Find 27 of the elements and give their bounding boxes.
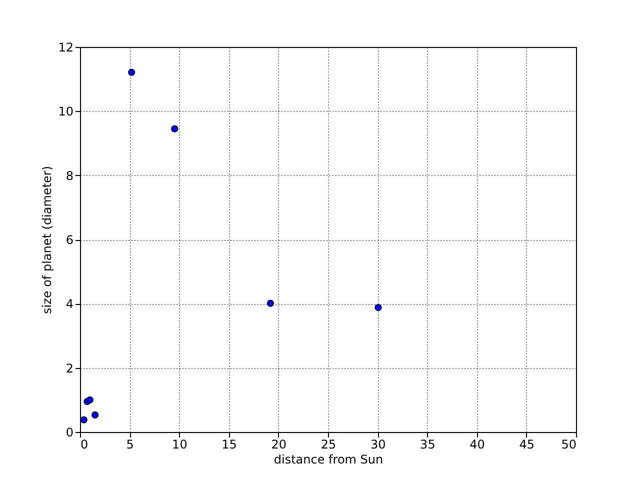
y-tick-label: 6 bbox=[66, 233, 74, 247]
x-tick-label: 40 bbox=[470, 438, 485, 452]
y-axis-title: size of planet (diameter) bbox=[40, 166, 54, 314]
point bbox=[80, 416, 88, 424]
point bbox=[374, 304, 382, 312]
x-tick-label: 20 bbox=[271, 438, 287, 452]
x-tick-label: 30 bbox=[370, 438, 386, 452]
point bbox=[86, 396, 94, 404]
y-tick-label: 0 bbox=[66, 426, 74, 440]
point bbox=[171, 125, 178, 132]
x-axis-title: distance from Sun bbox=[274, 452, 384, 466]
x-tick-label: 25 bbox=[320, 438, 336, 452]
x-tick-label: 15 bbox=[222, 438, 237, 452]
point bbox=[92, 411, 99, 419]
x-tick-label: 35 bbox=[420, 438, 436, 452]
y-tick-label: 8 bbox=[66, 168, 74, 183]
point bbox=[128, 68, 136, 76]
y-tick-label: 2 bbox=[66, 361, 74, 376]
x-tick-label: 50 bbox=[561, 438, 576, 452]
y-tick-label: 4 bbox=[66, 297, 74, 312]
x-tick-label: 5 bbox=[126, 438, 134, 452]
x-tick-label: 10 bbox=[172, 438, 188, 452]
point bbox=[266, 300, 274, 307]
x-tick-label: 45 bbox=[519, 438, 535, 452]
y-tick-label: 12 bbox=[58, 40, 74, 54]
x-tick-label: 0 bbox=[80, 438, 88, 452]
y-tick-label: 10 bbox=[58, 104, 74, 119]
